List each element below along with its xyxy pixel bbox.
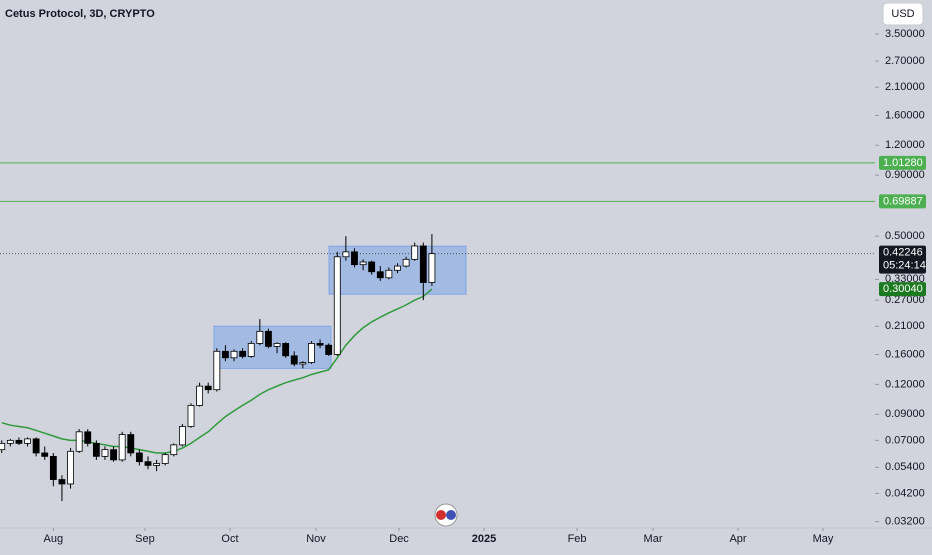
candle-body [49, 455, 57, 480]
y-tick-label: 0.04200 [885, 487, 925, 499]
candle-body [239, 350, 247, 357]
ema-label-bg [879, 282, 926, 297]
candle-body [41, 452, 49, 457]
candle-body [213, 350, 221, 391]
candle-body [24, 438, 31, 444]
candle-body [84, 431, 92, 444]
candle-body [325, 344, 333, 355]
y-tick-label: 0.05400 [885, 461, 925, 473]
candle-body [187, 405, 195, 427]
candle-body [135, 452, 143, 463]
y-tick-label: 1.60000 [885, 109, 925, 121]
x-tick-label: Apr [729, 533, 746, 545]
candle-body [428, 253, 436, 283]
candle-body [32, 438, 40, 454]
candle-body [67, 450, 74, 485]
y-tick-label: 0.03200 [885, 516, 925, 528]
y-tick-label: 0.09000 [885, 408, 925, 420]
candle-body [333, 256, 341, 355]
y-tick-label: 0.16000 [885, 348, 925, 360]
candle-body [153, 463, 160, 466]
countdown-label: 05:24:14 [883, 260, 926, 272]
y-tick-label: 0.12000 [885, 378, 925, 390]
candle-body [385, 269, 393, 279]
y-tick-label: 2.10000 [885, 81, 925, 93]
ema-label: 0.30040 [883, 283, 923, 295]
candle-body [368, 261, 376, 273]
candle-body [351, 251, 358, 266]
candle-body [247, 343, 255, 357]
candle-body [118, 434, 126, 461]
x-tick-label: Nov [306, 533, 326, 545]
candle-body [170, 444, 178, 456]
candle-body [58, 479, 66, 485]
ema-line [1, 288, 433, 454]
x-tick-label: Aug [44, 533, 64, 545]
candle-body [299, 362, 307, 365]
candle-body [290, 355, 298, 365]
candle-body [273, 343, 281, 347]
candle-body [316, 343, 324, 346]
candle-body [265, 330, 272, 347]
y-tick-label: 0.27000 [885, 294, 925, 306]
candle-body [376, 271, 384, 279]
price-axis-bg [875, 0, 932, 550]
price-label: 0.69887 [883, 195, 923, 207]
y-tick-label: 0.50000 [885, 230, 925, 242]
candle-body [342, 251, 350, 258]
candle-body [127, 434, 135, 454]
candle-body [15, 439, 23, 444]
y-tick-label: 0.21000 [885, 320, 925, 332]
y-tick-label: 2.70000 [885, 55, 925, 67]
candle-body [196, 385, 204, 406]
candle-body [308, 343, 315, 363]
candle-body [101, 449, 109, 457]
y-tick-label: 3.50000 [885, 28, 925, 40]
candle-body [204, 385, 212, 391]
candle-body [0, 442, 6, 451]
price-label: 1.01280 [883, 157, 923, 169]
currency-label[interactable]: USD [891, 8, 914, 20]
candle-body [178, 426, 186, 446]
candle-body [402, 258, 410, 267]
x-tick-label: Feb [568, 533, 587, 545]
price-label-bg [879, 155, 926, 170]
candle-body [282, 343, 290, 357]
candle-body [222, 350, 229, 359]
last-price-bg [879, 245, 926, 274]
candle-body [6, 439, 14, 444]
candle-body [92, 442, 100, 457]
candle-body [230, 350, 238, 359]
candle-body [419, 245, 427, 283]
candle-body [144, 461, 152, 466]
chart-title: Cetus Protocol, 3D, CRYPTO [5, 8, 155, 20]
currency-button[interactable] [882, 2, 924, 26]
candle-body [161, 454, 169, 464]
x-tick-label: Sep [135, 533, 155, 545]
candle-body [411, 245, 419, 260]
x-tick-label: Dec [389, 533, 409, 545]
x-tick-label: Mar [644, 533, 663, 545]
candle-body [394, 265, 401, 271]
candle-body [359, 261, 367, 266]
price-label-bg [879, 194, 926, 209]
x-tick-label: 2025 [472, 533, 496, 545]
candle-body [110, 449, 117, 461]
x-tick-label: Oct [221, 533, 238, 545]
candle-body [256, 330, 264, 344]
y-tick-label: 0.90000 [885, 169, 925, 181]
last-price-label: 0.42246 [883, 247, 923, 259]
y-tick-label: 1.20000 [885, 139, 925, 151]
logo [434, 503, 458, 527]
x-tick-label: May [813, 533, 834, 545]
candle-body [75, 431, 83, 452]
y-tick-label: 0.07000 [885, 434, 925, 446]
